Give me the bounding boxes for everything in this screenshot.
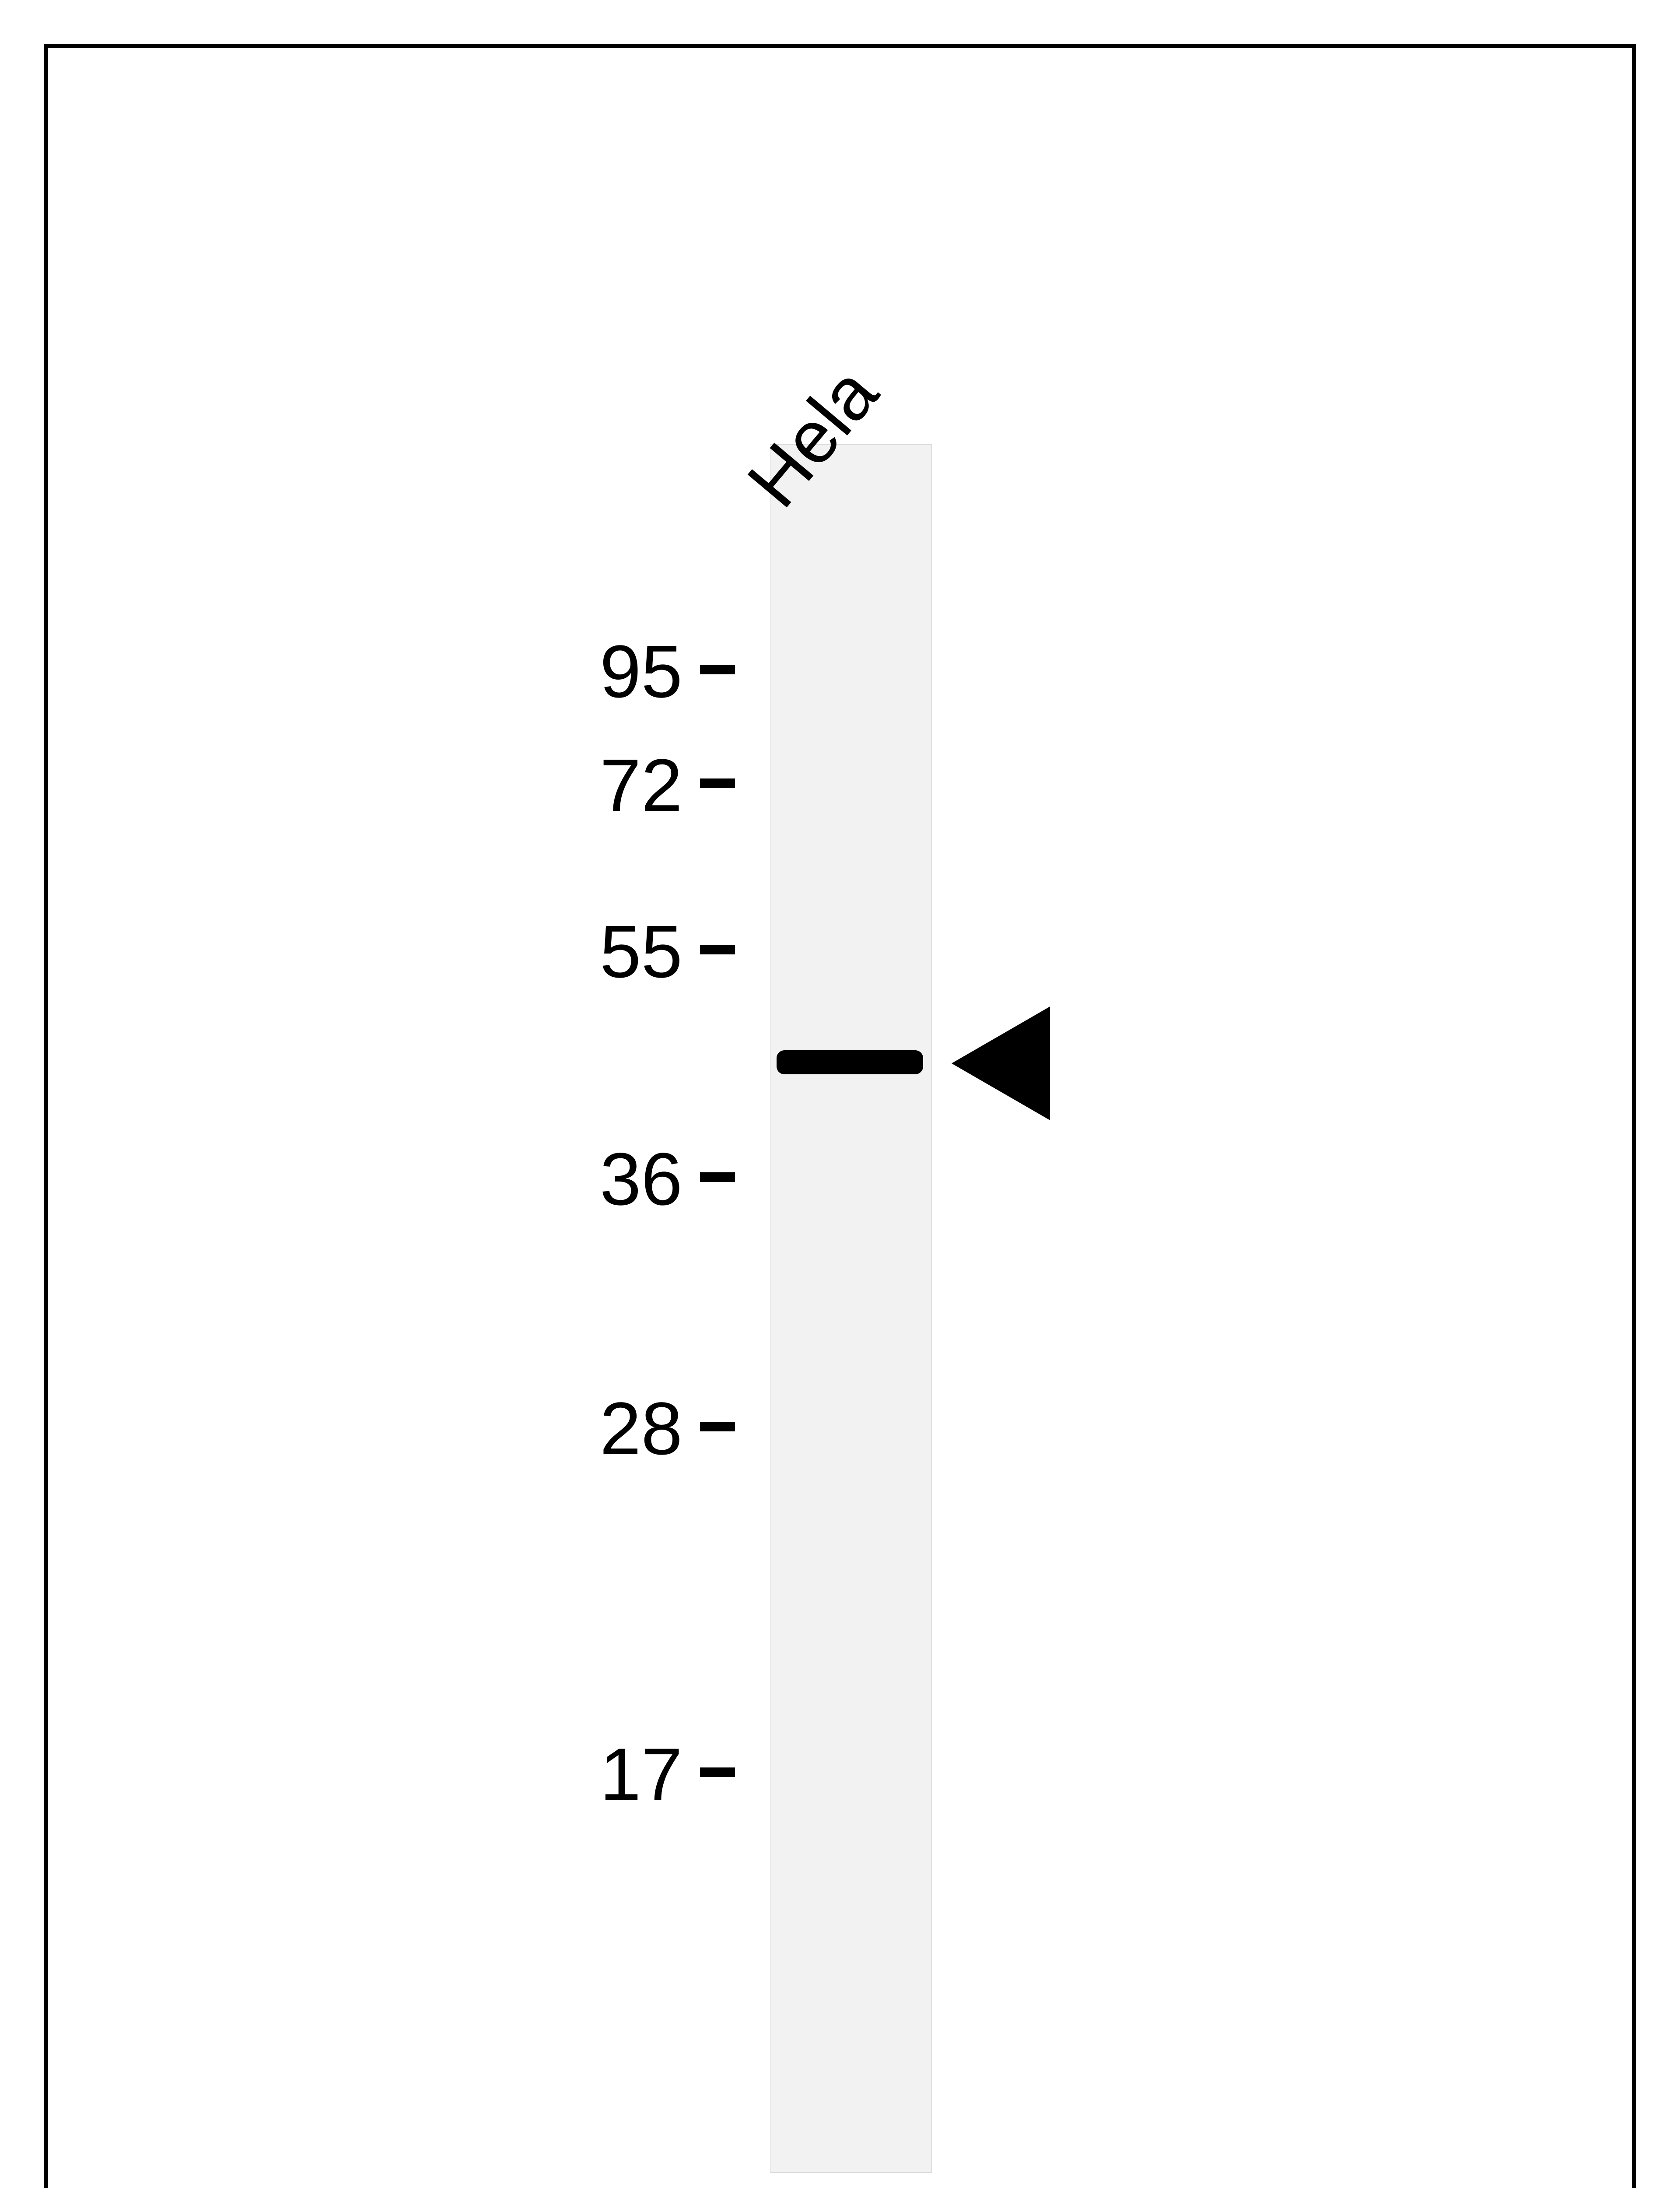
marker-tick: [700, 1767, 735, 1777]
marker-tick: [700, 778, 735, 788]
marker-label: 72: [542, 743, 682, 828]
marker-tick: [700, 945, 735, 954]
marker-label: 95: [542, 629, 682, 715]
marker-tick: [700, 1422, 735, 1431]
band-arrow-icon: [952, 1006, 1050, 1120]
blot-lane: [770, 444, 932, 2173]
marker-label: 28: [542, 1386, 682, 1472]
marker-tick: [700, 665, 735, 674]
marker-tick: [700, 1172, 735, 1182]
marker-label: 55: [542, 909, 682, 995]
marker-label: 17: [542, 1732, 682, 1817]
marker-label: 36: [542, 1136, 682, 1222]
protein-band: [777, 1050, 923, 1074]
